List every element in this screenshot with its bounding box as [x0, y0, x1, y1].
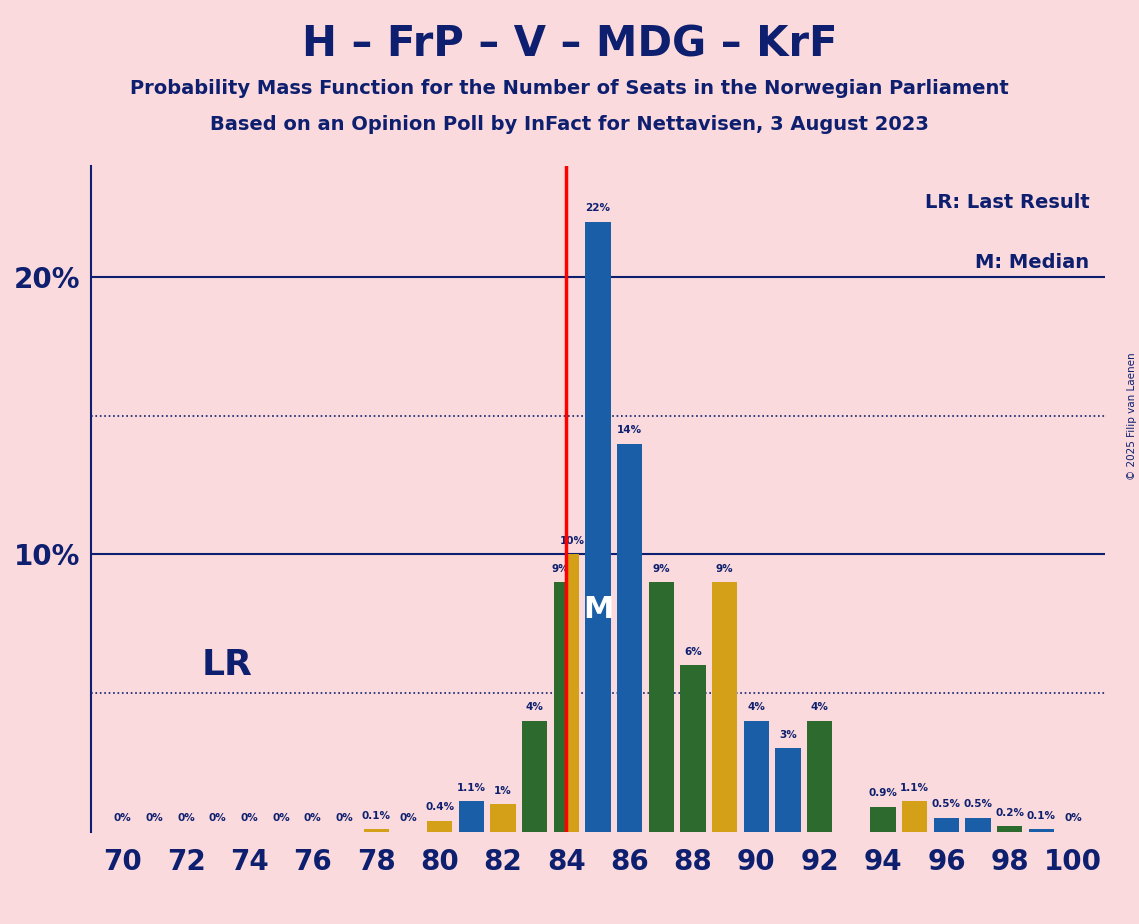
- Text: 0%: 0%: [272, 813, 290, 823]
- Text: 14%: 14%: [617, 425, 642, 435]
- Text: 4%: 4%: [811, 702, 829, 712]
- Bar: [554, 582, 566, 832]
- Text: 4%: 4%: [526, 702, 543, 712]
- Bar: [427, 821, 452, 832]
- Text: 1%: 1%: [494, 785, 511, 796]
- Bar: [363, 829, 388, 832]
- Text: 0.2%: 0.2%: [995, 808, 1024, 818]
- Bar: [585, 222, 611, 832]
- Text: Based on an Opinion Poll by InFact for Nettavisen, 3 August 2023: Based on an Opinion Poll by InFact for N…: [210, 116, 929, 135]
- Text: 0.5%: 0.5%: [932, 799, 961, 809]
- Text: 4%: 4%: [747, 702, 765, 712]
- Text: 0%: 0%: [146, 813, 163, 823]
- Bar: [808, 721, 833, 832]
- Text: 6%: 6%: [685, 647, 702, 657]
- Text: 0%: 0%: [240, 813, 259, 823]
- Text: 0%: 0%: [336, 813, 353, 823]
- Text: 3%: 3%: [779, 730, 797, 740]
- Text: 10%: 10%: [560, 536, 585, 546]
- Text: 0.4%: 0.4%: [425, 802, 454, 812]
- Bar: [776, 748, 801, 832]
- Text: 1.1%: 1.1%: [900, 783, 929, 793]
- Text: 0.5%: 0.5%: [964, 799, 992, 809]
- Text: 9%: 9%: [653, 564, 670, 574]
- Text: 9%: 9%: [551, 564, 568, 574]
- Text: 22%: 22%: [585, 203, 611, 213]
- Bar: [459, 801, 484, 832]
- Text: LR: Last Result: LR: Last Result: [925, 193, 1090, 212]
- Bar: [566, 554, 579, 832]
- Text: Probability Mass Function for the Number of Seats in the Norwegian Parliament: Probability Mass Function for the Number…: [130, 79, 1009, 98]
- Text: 9%: 9%: [716, 564, 734, 574]
- Bar: [649, 582, 674, 832]
- Bar: [997, 826, 1023, 832]
- Bar: [490, 804, 516, 832]
- Text: 0%: 0%: [1064, 813, 1082, 823]
- Text: M: M: [583, 595, 613, 625]
- Text: 0.1%: 0.1%: [362, 810, 391, 821]
- Text: 0%: 0%: [178, 813, 195, 823]
- Bar: [902, 801, 927, 832]
- Text: M: Median: M: Median: [975, 253, 1090, 272]
- Text: © 2025 Filip van Laenen: © 2025 Filip van Laenen: [1126, 352, 1137, 480]
- Bar: [712, 582, 737, 832]
- Bar: [680, 665, 706, 832]
- Text: 0%: 0%: [208, 813, 227, 823]
- Bar: [1029, 829, 1054, 832]
- Text: 0%: 0%: [399, 813, 417, 823]
- Bar: [870, 807, 895, 832]
- Text: 0.1%: 0.1%: [1027, 810, 1056, 821]
- Text: 0%: 0%: [114, 813, 132, 823]
- Bar: [934, 818, 959, 832]
- Bar: [744, 721, 769, 832]
- Bar: [617, 444, 642, 832]
- Text: 0.9%: 0.9%: [869, 788, 898, 798]
- Bar: [522, 721, 547, 832]
- Text: 0%: 0%: [304, 813, 321, 823]
- Text: 1.1%: 1.1%: [457, 783, 485, 793]
- Bar: [966, 818, 991, 832]
- Text: LR: LR: [202, 649, 253, 682]
- Text: H – FrP – V – MDG – KrF: H – FrP – V – MDG – KrF: [302, 23, 837, 65]
